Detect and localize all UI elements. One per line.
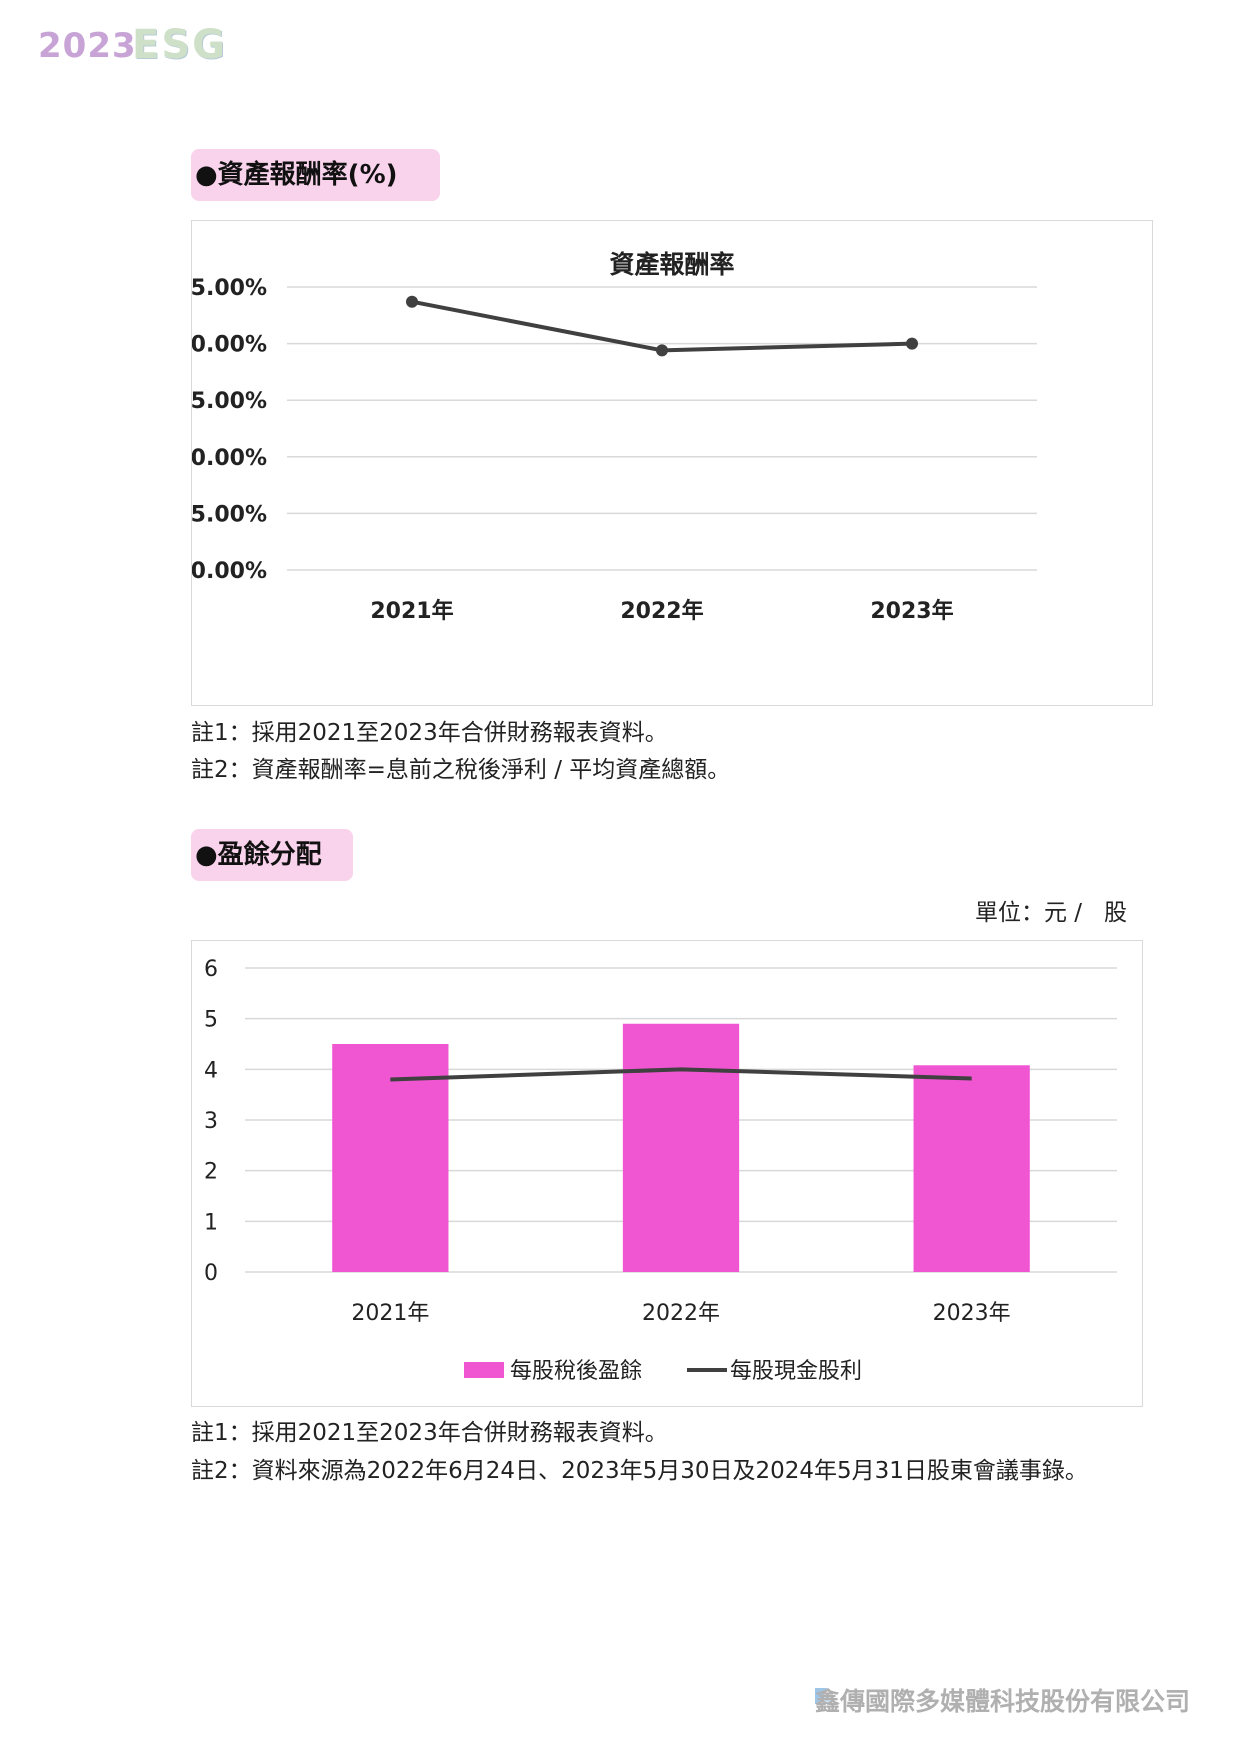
bar: [913, 1065, 1030, 1272]
x-tick-label: 2022年: [620, 598, 703, 624]
series-line: [390, 1067, 972, 1082]
data-point: [906, 337, 918, 350]
section-title-earnings-distribution: ●盈餘分配: [191, 829, 353, 881]
note-2: 註2：資產報酬率=息前之稅後淨利 / 平均資產總額。: [191, 757, 731, 783]
y-tick-label: 15.00%: [191, 389, 267, 414]
note-1: 註1：採用2021至2023年合併財務報表資料。: [191, 720, 668, 746]
note-1: 註1：採用2021至2023年合併財務報表資料。: [191, 1420, 668, 1446]
note-2: 註2：資料來源為2022年6月24日、2023年5月30日及2024年5月31日…: [191, 1458, 1088, 1484]
y-tick-label: 0: [204, 1261, 218, 1286]
y-tick-label: 0.00%: [191, 559, 267, 584]
earnings-combo-chart: 0 1 2 3 4 5 6 2021年 2022年 2023年 每股稅後盈餘 每股現金股利: [191, 940, 1143, 1407]
bar: [332, 1044, 449, 1272]
company-logo-icon: [815, 1688, 835, 1704]
chart-title: 資產報酬率: [609, 250, 734, 279]
section-title-roa: ●資產報酬率(%): [191, 149, 440, 201]
y-tick-label: 4: [204, 1058, 218, 1083]
y-tick-label: 5.00%: [191, 502, 267, 527]
bar: [622, 1023, 740, 1272]
company-name: 鑫傳國際多媒體科技股份有限公司: [815, 1687, 1191, 1716]
legend-label: 每股現金股利: [730, 1359, 862, 1384]
legend-swatch-bar: [464, 1362, 504, 1378]
y-tick-label: 6: [204, 957, 218, 982]
y-tick-label: 1: [204, 1210, 218, 1235]
legend-label: 每股稅後盈餘: [510, 1359, 642, 1384]
y-tick-label: 5: [204, 1008, 218, 1033]
x-tick-label: 2023年: [933, 1301, 1011, 1326]
esg-logo: ESG: [132, 22, 227, 68]
report-year: 2023: [38, 26, 137, 66]
x-tick-label: 2021年: [370, 598, 453, 624]
data-point: [406, 295, 418, 308]
x-tick-label: 2022年: [642, 1301, 720, 1326]
y-tick-label: 2: [204, 1160, 218, 1185]
x-tick-label: 2021年: [351, 1301, 429, 1326]
y-tick-label: 10.00%: [191, 446, 267, 471]
roa-line-chart: 資產報酬率 0.00% 5.00% 10.00% 15.00% 20.00% 25.00%…: [191, 220, 1153, 706]
y-tick-label: 25.00%: [191, 276, 267, 301]
y-tick-label: 3: [204, 1109, 218, 1134]
x-tick-label: 2023年: [870, 598, 953, 624]
data-point: [656, 344, 668, 357]
y-tick-label: 20.00%: [191, 333, 267, 358]
unit-label: 單位：元 / 股: [975, 900, 1127, 926]
